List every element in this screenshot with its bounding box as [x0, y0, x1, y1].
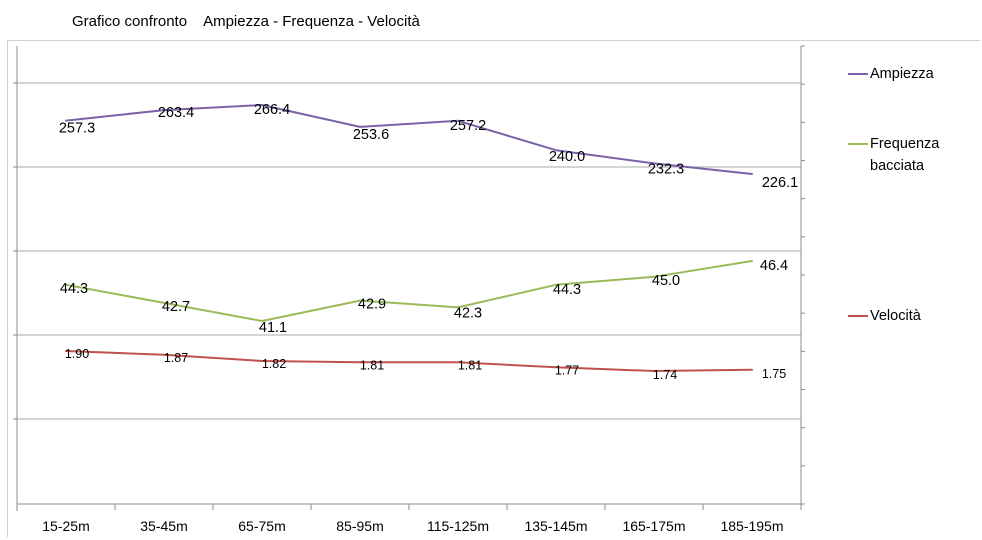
data-label-s2-5: 1.77 — [555, 363, 579, 377]
data-label-s2-6: 1.74 — [653, 368, 677, 382]
data-label-s2-1: 1.87 — [164, 351, 188, 365]
x-tick-label-7: 185-195m — [720, 518, 783, 534]
data-label-s1-6: 45.0 — [652, 273, 680, 289]
legend-label-frequenza: Frequenza bacciata — [870, 136, 940, 174]
data-label-s1-0: 44.3 — [60, 281, 88, 297]
data-label-s2-3: 1.81 — [360, 358, 384, 372]
legend-swatch-velocita — [848, 315, 868, 317]
data-label-s1-3: 42.9 — [358, 297, 386, 313]
x-tick-label-6: 165-175m — [622, 518, 685, 534]
data-label-s2-0: 1.90 — [65, 347, 89, 361]
chart-frame — [7, 40, 980, 537]
data-label-s2-4: 1.81 — [458, 358, 482, 372]
data-label-s0-4: 257.2 — [450, 118, 486, 134]
data-label-s1-2: 41.1 — [259, 320, 287, 336]
series-line-0 — [65, 104, 753, 175]
data-label-s0-1: 263.4 — [158, 105, 194, 121]
data-label-s0-3: 253.6 — [353, 127, 389, 143]
data-label-s0-2: 266.4 — [254, 102, 290, 118]
legend-item-velocita[interactable]: Velocità — [848, 305, 962, 327]
data-label-s0-0: 257.3 — [59, 121, 95, 137]
chart-title-block: Grafico confronto Ampiezza - Frequenza - … — [72, 13, 420, 30]
series-line-2 — [65, 350, 753, 372]
legend-swatch-ampiezza — [848, 73, 868, 75]
legend-item-ampiezza[interactable]: Ampiezza — [848, 63, 962, 85]
legend-label-ampiezza: Ampiezza — [870, 66, 934, 82]
chart-subtitle: Ampiezza - Frequenza - Velocità — [203, 13, 420, 30]
data-labels: 257.3 263.4 266.4 253.6 257.2 240.0 232.3 226.1… — [59, 102, 798, 382]
axes: 15-25m 35-45m 65-75m 85-95m 115-125m 135-145m… — [13, 45, 805, 534]
data-label-s2-2: 1.82 — [262, 357, 286, 371]
x-tick-label-4: 115-125m — [427, 518, 489, 534]
data-label-s1-4: 42.3 — [454, 305, 482, 321]
series-lines — [65, 104, 753, 372]
data-label-s1-7: 46.4 — [760, 258, 788, 274]
gridlines — [17, 82, 801, 420]
legend-label-velocita: Velocità — [870, 308, 921, 324]
x-tick-label-1: 35-45m — [140, 518, 187, 534]
legend-swatch-frequenza — [848, 143, 868, 145]
x-tick-label-0: 15-25m — [42, 518, 89, 534]
data-label-s0-6: 232.3 — [648, 161, 684, 177]
chart-title: Grafico confronto — [72, 13, 188, 30]
data-label-s1-5: 44.3 — [553, 282, 581, 298]
x-tick-label-2: 65-75m — [238, 518, 285, 534]
series-line-1 — [65, 260, 753, 322]
data-label-s1-1: 42.7 — [162, 299, 190, 315]
x-tick-label-3: 85-95m — [336, 518, 383, 534]
data-label-s0-5: 240.0 — [549, 149, 585, 165]
data-label-s0-7: 226.1 — [762, 175, 798, 191]
data-label-s2-7: 1.75 — [762, 367, 786, 381]
x-tick-label-5: 135-145m — [524, 518, 587, 534]
legend-item-frequenza[interactable]: Frequenza bacciata — [848, 133, 962, 177]
